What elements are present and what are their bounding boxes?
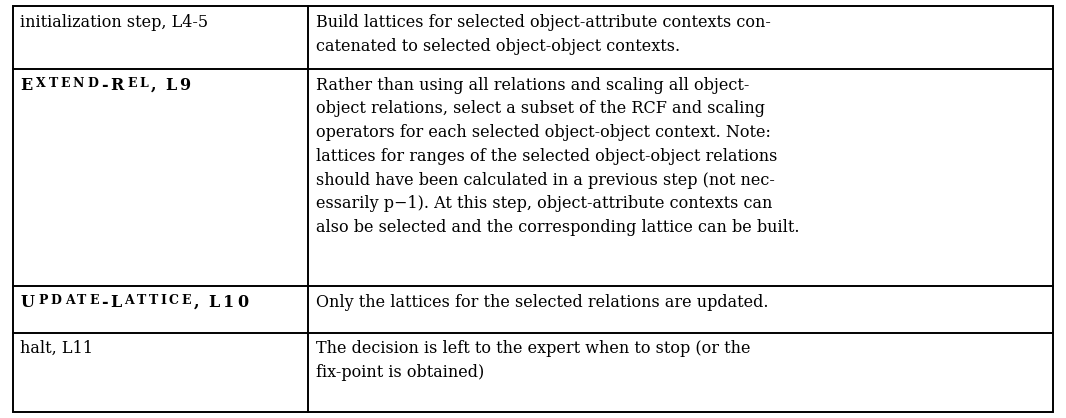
Text: L: L [208,293,220,311]
Text: X: X [36,76,46,89]
Text: Only the lattices for the selected relations are updated.: Only the lattices for the selected relat… [316,293,769,311]
Text: R: R [110,76,124,94]
Text: -: - [101,293,108,311]
Text: 1: 1 [223,293,233,311]
Text: The decision is left to the expert when to stop (or the
fix-point is obtained): The decision is left to the expert when … [316,340,750,381]
Text: Rather than using all relations and scaling all object-
object relations, select: Rather than using all relations and scal… [316,76,800,236]
Text: L: L [110,293,122,311]
Text: N: N [72,76,84,89]
Text: P: P [38,293,48,306]
Text: A: A [125,293,134,306]
Text: Build lattices for selected object-attribute contexts con-
catenated to selected: Build lattices for selected object-attri… [316,14,771,55]
Text: D: D [87,76,98,89]
Text: T: T [49,76,58,89]
Text: ,: , [150,76,157,94]
Text: 9: 9 [179,76,191,94]
Text: halt, L11: halt, L11 [20,340,93,357]
Text: T: T [138,293,146,306]
Text: T: T [77,293,86,306]
Text: U: U [20,293,34,311]
Text: T: T [149,293,158,306]
Text: ,: , [194,293,199,311]
Text: 0: 0 [237,293,248,311]
Text: D: D [50,293,62,306]
Text: L: L [165,76,176,94]
Text: A: A [65,293,75,306]
Text: E: E [61,76,70,89]
Text: E: E [127,76,136,89]
Text: initialization step, L4-5: initialization step, L4-5 [20,14,208,31]
Text: C: C [168,293,178,306]
Text: L: L [140,76,148,89]
Text: E: E [90,293,99,306]
Text: -: - [101,76,108,94]
Text: E: E [20,76,32,94]
Text: I: I [161,293,166,306]
Text: E: E [181,293,191,306]
